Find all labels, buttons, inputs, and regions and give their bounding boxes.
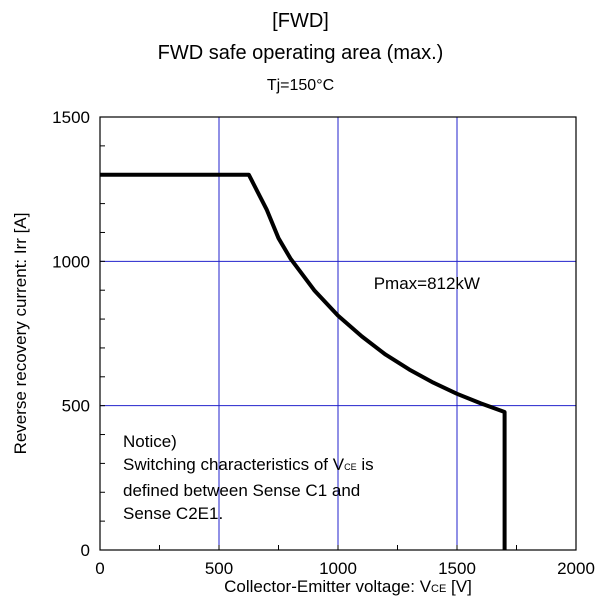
plot-frame <box>99 116 577 551</box>
chart-subtitle: Tj=150°C <box>266 77 335 94</box>
notice-line-2: Switching characteristics of VCE is <box>123 453 374 479</box>
x-axis-label: Collector-Emitter voltage: VCE [V] <box>224 577 472 596</box>
notice-line-2-pre: Switching characteristics of V <box>123 455 345 474</box>
x-tick-label-0: 0 <box>95 559 104 578</box>
grid-lines <box>100 117 576 550</box>
x-tick-label-1500: 1500 <box>438 559 476 578</box>
notice-line-4: Sense C2E1. <box>123 504 224 523</box>
chart-title-tag: [FWD] <box>272 10 329 32</box>
soa-curve <box>100 172 507 550</box>
pmax-annotation: Pmax=812kW <box>374 274 480 293</box>
chart-title: FWD safe operating area (max.) <box>157 42 444 64</box>
x-axis-label-unit: [V] <box>446 577 472 596</box>
y-axis-label: Reverse recovery current: Irr [A] <box>11 213 30 455</box>
x-axis-label-main: Collector-Emitter voltage: V <box>224 577 432 596</box>
x-axis-label-sub: CE <box>431 583 446 595</box>
y-tick-label-0: 0 <box>81 541 90 560</box>
y-tick-label-500: 500 <box>62 397 90 416</box>
x-tick-label-500: 500 <box>205 559 233 578</box>
notice-line-2-post: is <box>356 455 374 474</box>
notice-line-3: defined between Sense C1 and <box>123 481 361 500</box>
minor-ticks <box>99 116 577 551</box>
x-tick-label-2000: 2000 <box>557 559 595 578</box>
y-tick-label-1000: 1000 <box>52 252 90 271</box>
notice-annotation: Notice) Switching characteristics of VCE… <box>123 430 374 525</box>
notice-line-2-sub: CE <box>344 462 357 472</box>
y-tick-label-1500: 1500 <box>52 108 90 127</box>
tick-labels: 0 500 1000 1500 2000 0 500 1000 1500 <box>52 108 595 578</box>
x-tick-label-1000: 1000 <box>319 559 357 578</box>
notice-line-1: Notice) <box>123 432 177 451</box>
